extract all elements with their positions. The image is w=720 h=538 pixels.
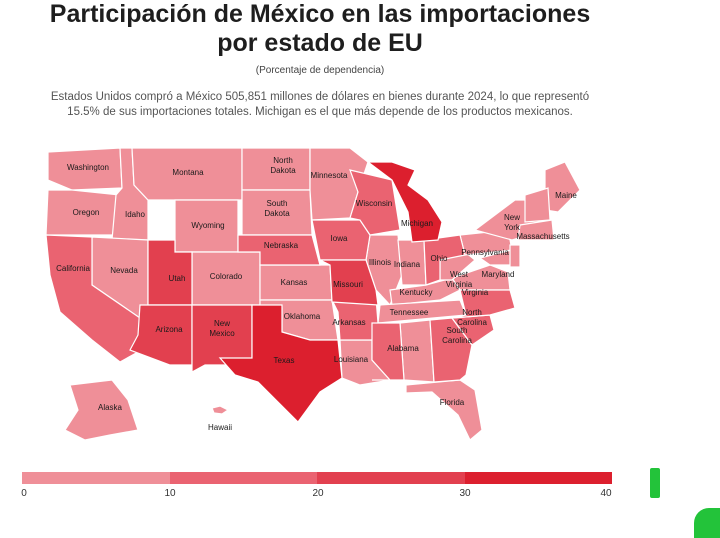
label-california: California [56, 264, 90, 273]
green-decoration-corner [694, 508, 720, 538]
label-missouri: Missouri [333, 280, 363, 289]
label-south-carolina-2: Carolina [442, 336, 472, 345]
color-scale-legend [22, 472, 612, 484]
state-new-jersey-delaware[interactable] [509, 244, 521, 268]
state-michigan[interactable] [366, 161, 443, 243]
legend-band-10-20 [169, 472, 317, 484]
legend-tick-40: 40 [600, 488, 612, 499]
label-minnesota: Minnesota [311, 171, 348, 180]
label-kansas: Kansas [281, 278, 308, 287]
green-decoration-bar [650, 468, 660, 498]
label-florida: Florida [440, 398, 465, 407]
legend-tick-10: 10 [164, 488, 176, 499]
label-michigan: Michigan [401, 219, 433, 228]
label-louisiana: Louisiana [334, 355, 369, 364]
label-massachusetts: Massachusetts [516, 232, 569, 241]
state-california[interactable] [45, 234, 141, 363]
label-ohio: Ohio [431, 254, 448, 263]
label-hawaii: Hawaii [208, 423, 232, 432]
state-iowa[interactable] [311, 219, 371, 261]
label-new-mexico-2: Mexico [209, 329, 235, 338]
legend-band-0-10 [22, 472, 170, 484]
state-massachusetts[interactable] [517, 219, 555, 241]
label-north-dakota-1: North [273, 156, 293, 165]
label-alabama: Alabama [387, 344, 419, 353]
label-virginia: Virginia [462, 288, 489, 297]
label-alaska: Alaska [98, 403, 123, 412]
legend-ticks: 0 10 20 30 40 [0, 488, 640, 502]
state-nebraska[interactable] [237, 234, 321, 266]
us-choropleth-map: Washington Oregon California Idaho Nevad… [45, 147, 581, 440]
state-texas[interactable] [218, 304, 343, 423]
description-line-1: Estados Unidos compró a México 505,851 m… [50, 91, 590, 103]
label-tennessee: Tennessee [390, 308, 429, 317]
legend-tick-30: 30 [459, 488, 471, 499]
label-arkansas: Arkansas [332, 318, 365, 327]
label-pennsylvania: Pennsylvania [461, 248, 509, 257]
legend-band-20-30 [317, 472, 465, 484]
title-block: Participación de México en las importaci… [0, 0, 640, 58]
label-new-york-1: New [504, 213, 520, 222]
label-nevada: Nevada [110, 266, 138, 275]
subtitle: (Porcentaje de dependencia) [255, 65, 385, 76]
label-colorado: Colorado [210, 272, 243, 281]
state-arizona[interactable] [129, 304, 193, 366]
label-new-york-2: York [504, 223, 521, 232]
label-maine: Maine [555, 191, 577, 200]
label-iowa: Iowa [331, 234, 348, 243]
state-missouri[interactable] [319, 259, 379, 306]
state-hawaii[interactable] [211, 405, 230, 415]
legend-band-30-40 [464, 472, 612, 484]
label-west-virginia-1: West [450, 270, 469, 279]
label-oregon: Oregon [73, 208, 100, 217]
state-washington[interactable] [47, 147, 123, 191]
label-indiana: Indiana [394, 260, 421, 269]
label-wisconsin: Wisconsin [356, 199, 392, 208]
state-north-carolina[interactable] [451, 289, 516, 319]
legend-tick-0: 0 [21, 488, 27, 499]
label-idaho: Idaho [125, 210, 146, 219]
title-line-1: Participación de México en las importaci… [49, 0, 591, 28]
label-oklahoma: Oklahoma [284, 312, 321, 321]
description: Estados Unidos compró a México 505,851 m… [10, 90, 630, 120]
label-wyoming: Wyoming [191, 221, 224, 230]
label-arizona: Arizona [155, 325, 183, 334]
state-wisconsin[interactable] [349, 169, 401, 236]
legend-tick-20: 20 [312, 488, 324, 499]
state-vermont-nh[interactable] [524, 187, 551, 223]
label-new-mexico-1: New [214, 319, 230, 328]
label-north-carolina-2: Carolina [457, 318, 487, 327]
label-kentucky: Kentucky [400, 288, 433, 297]
label-south-carolina-1: South [447, 326, 468, 335]
label-south-dakota-1: South [267, 199, 288, 208]
label-south-dakota-2: Dakota [264, 209, 290, 218]
state-virginia[interactable] [451, 264, 511, 291]
label-nebraska: Nebraska [264, 241, 299, 250]
title-line-2: por estado de EU [217, 29, 423, 57]
label-illinois: Illinois [369, 258, 391, 267]
label-texas: Texas [274, 356, 295, 365]
label-north-carolina-1: North [462, 308, 482, 317]
label-utah: Utah [169, 274, 186, 283]
label-west-virginia-2: Virginia [446, 280, 473, 289]
description-line-2: 15.5% de sus importaciones totales. Mich… [67, 106, 573, 118]
state-ohio[interactable] [423, 234, 466, 286]
label-montana: Montana [172, 168, 204, 177]
label-maryland: Maryland [482, 270, 515, 279]
state-maine[interactable] [544, 161, 581, 213]
state-florida[interactable] [405, 379, 483, 440]
state-mississippi[interactable] [371, 322, 405, 381]
label-north-dakota-2: Dakota [270, 166, 296, 175]
state-alaska[interactable] [64, 379, 139, 440]
label-washington: Washington [67, 163, 109, 172]
